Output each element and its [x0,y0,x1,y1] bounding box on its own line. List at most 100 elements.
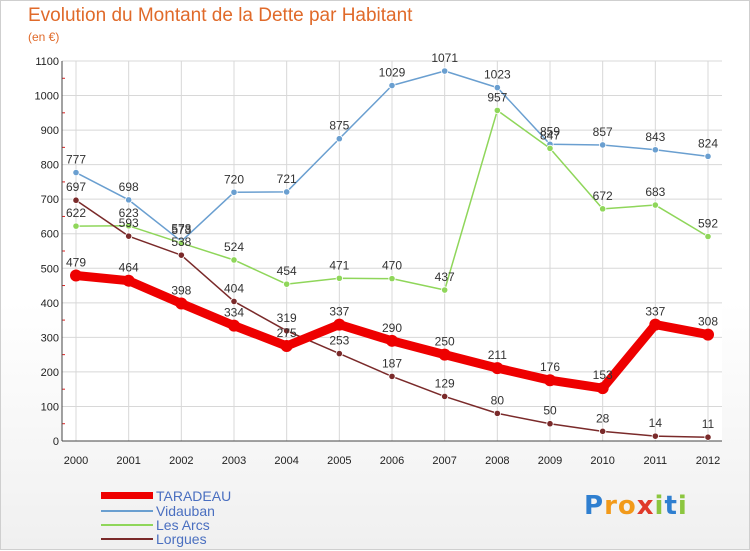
data-point-taradeau [491,362,504,375]
x-tick-label: 2012 [696,455,720,467]
data-point-vidauban [283,188,291,196]
data-label-vidauban: 859 [540,124,560,138]
data-label-vidauban: 857 [593,125,613,139]
data-point-les-arcs [283,280,291,288]
data-point-taradeau [702,328,714,341]
data-point-taradeau [649,318,662,331]
x-tick-label: 2006 [380,455,404,467]
legend-swatch-taradeau [101,492,153,499]
data-label-vidauban: 1071 [431,51,458,65]
data-label-les-arcs: 683 [645,185,665,199]
data-point-vidauban [388,81,396,90]
y-tick-label: 1000 [35,91,59,103]
data-point-taradeau [280,340,293,352]
data-point-lorgues [230,297,238,306]
data-label-taradeau: 398 [171,284,191,298]
data-label-lorgues: 14 [649,416,663,430]
data-point-vidauban [651,146,659,154]
x-tick-label: 2005 [327,455,351,467]
data-point-taradeau [228,319,240,332]
data-point-taradeau [438,348,451,361]
data-label-taradeau: 176 [540,360,560,374]
data-point-les-arcs [177,239,185,247]
x-tick-label: 2011 [644,455,668,467]
data-point-vidauban [704,152,712,160]
data-label-les-arcs: 573 [171,223,191,237]
chart-unit-label: (en €) [28,30,60,44]
legend-swatch-lorgues [101,538,153,540]
data-label-vidauban: 843 [645,130,665,144]
data-point-lorgues [388,372,396,380]
legend-label: TARADEAU [156,488,232,504]
x-tick-label: 2009 [538,455,562,467]
y-tick-label: 100 [41,401,59,413]
data-label-taradeau: 153 [593,368,613,382]
data-label-taradeau: 290 [382,321,402,335]
data-point-lorgues [599,427,607,435]
data-label-les-arcs: 672 [593,189,613,203]
legend-swatch-vidauban [101,510,153,512]
data-point-lorgues [651,432,659,440]
data-point-vidauban [441,67,449,75]
data-label-les-arcs: 957 [487,90,507,104]
data-label-les-arcs: 622 [66,206,86,220]
legend-label: Les Arcs [156,517,210,533]
data-point-lorgues [72,196,80,204]
data-point-vidauban [125,196,133,204]
x-tick-label: 2002 [169,455,193,467]
logo-letter: t [664,491,678,521]
legend-swatch-les-arcs [101,524,153,526]
data-point-les-arcs [441,286,449,294]
data-point-les-arcs [125,222,133,230]
logo-letter: x [636,491,655,521]
data-label-taradeau: 211 [488,348,507,362]
x-tick-label: 2007 [432,455,456,467]
x-tick-label: 2001 [116,455,140,467]
data-label-les-arcs: 592 [698,216,718,230]
data-label-lorgues: 50 [543,404,557,418]
y-tick-label: 600 [41,229,59,241]
data-point-lorgues [283,327,291,335]
data-label-lorgues: 697 [66,180,86,194]
data-point-les-arcs [335,274,343,282]
data-label-taradeau: 337 [329,305,349,319]
data-label-les-arcs: 437 [435,270,455,284]
data-label-lorgues: 404 [224,281,244,295]
data-label-taradeau: 337 [645,305,665,319]
data-point-vidauban [72,168,80,177]
legend-label: Vidauban [156,503,215,519]
data-point-les-arcs [388,275,396,283]
data-point-taradeau [175,297,188,310]
y-tick-label: 800 [41,160,59,172]
data-label-lorgues: 253 [329,334,349,348]
data-label-vidauban: 698 [119,180,139,194]
data-point-les-arcs [72,222,80,230]
data-point-lorgues [125,232,133,240]
data-label-taradeau: 308 [698,315,718,329]
data-point-les-arcs [493,106,501,115]
data-label-les-arcs: 454 [277,264,297,278]
data-label-taradeau: 275 [277,326,297,340]
data-label-vidauban: 720 [224,172,244,186]
data-label-lorgues: 28 [596,411,610,425]
data-label-les-arcs: 524 [224,240,244,254]
x-tick-label: 2008 [485,455,509,467]
data-point-taradeau [596,382,609,395]
data-label-vidauban: 777 [66,153,86,167]
data-label-lorgues: 129 [435,376,455,390]
logo-letter: r [604,491,618,521]
y-tick-label: 700 [41,194,59,206]
data-label-lorgues: 80 [491,393,505,407]
data-point-lorgues [441,392,449,401]
data-label-vidauban: 875 [329,119,349,133]
data-label-les-arcs: 470 [382,259,402,273]
y-tick-label: 500 [41,263,59,275]
y-tick-label: 400 [41,298,59,310]
data-point-lorgues [177,251,185,259]
y-tick-label: 0 [53,436,59,448]
data-label-taradeau: 334 [224,306,244,320]
y-tick-label: 1100 [35,56,59,68]
data-point-taradeau [70,269,82,282]
logo-letter: i [677,491,688,521]
